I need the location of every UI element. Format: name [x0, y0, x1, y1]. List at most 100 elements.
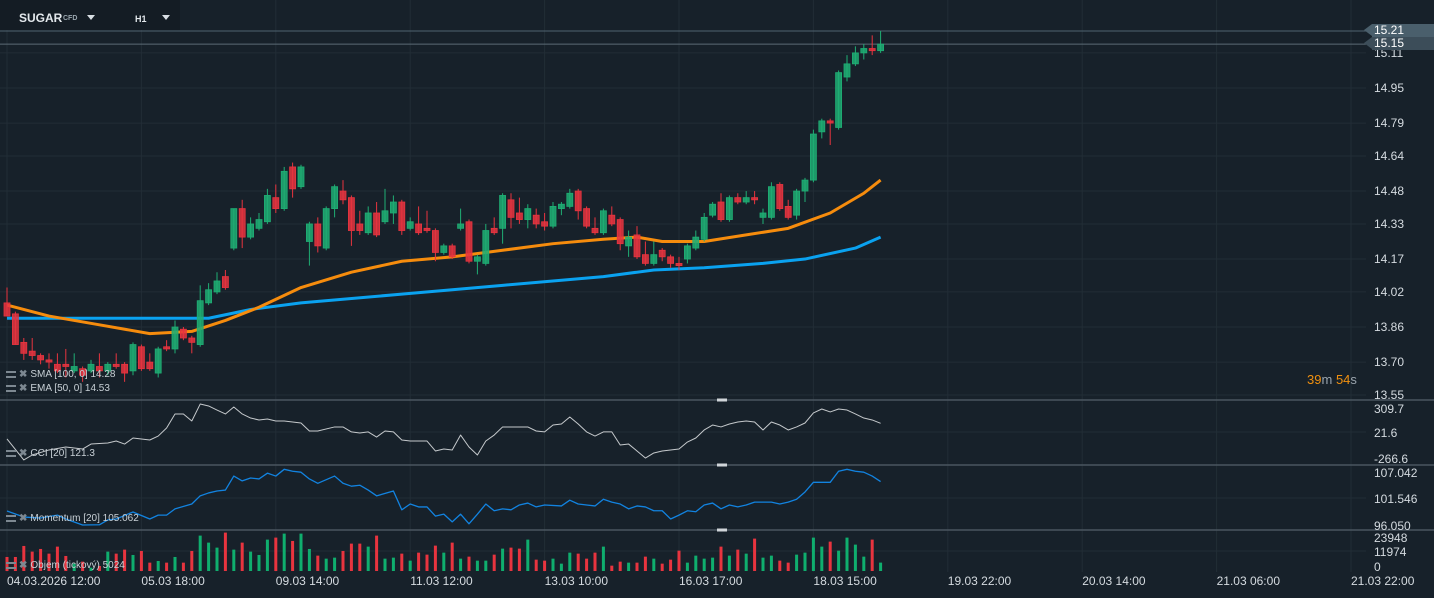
candle-up	[305, 223, 313, 242]
candle-up	[860, 48, 868, 54]
volume-bar	[450, 542, 454, 571]
candle-down	[79, 368, 86, 376]
cci-label: CCI	[30, 448, 48, 459]
candle-down	[121, 363, 128, 374]
candle-up	[457, 223, 465, 229]
countdown-s: s	[1350, 372, 1357, 387]
candle-down	[163, 346, 171, 350]
volume-bar	[593, 552, 597, 571]
timeframe-dropdown-icon[interactable]	[162, 15, 170, 20]
candle-up	[566, 192, 574, 207]
candle-up	[129, 344, 137, 372]
remove-icon[interactable]: ✖	[19, 369, 28, 380]
price-axis-label: 14.02	[1374, 284, 1405, 299]
volume-bar	[559, 563, 563, 571]
volume-bar	[870, 539, 874, 571]
volume-bar	[123, 549, 127, 571]
volume-bar	[72, 563, 76, 571]
oscillator-lines	[6, 403, 881, 526]
symbol-dropdown-icon[interactable]	[87, 15, 95, 20]
candle-up	[171, 326, 179, 350]
candle-down	[608, 214, 616, 225]
remove-icon[interactable]: ✖	[19, 560, 28, 571]
ask-price-badge: 15.21	[1364, 24, 1434, 37]
candle-up	[709, 203, 716, 216]
momentum-value: 105.062	[102, 513, 139, 524]
time-axis-label: 04.03.2026 12:00	[7, 574, 101, 588]
volume-bar	[853, 544, 857, 571]
candle-down	[616, 219, 624, 245]
volume-bar	[484, 560, 488, 571]
volume-bar	[509, 547, 513, 571]
panel-resize-handle[interactable]	[717, 528, 727, 532]
time-axis-label: 21.03 22:00	[1351, 574, 1415, 588]
volume-bar	[711, 557, 715, 571]
candle-down	[516, 212, 523, 220]
panel-resize-handle[interactable]	[717, 463, 727, 467]
candle-down	[717, 201, 725, 220]
volume-bar	[761, 557, 765, 571]
candle-down	[642, 254, 649, 264]
volume-bar	[727, 555, 731, 571]
cci-value: 121.3	[69, 448, 95, 459]
volume-bar	[786, 562, 790, 571]
candle-down	[62, 363, 70, 367]
volume-bar	[148, 562, 152, 571]
symbol-name[interactable]: SUGAR	[19, 11, 63, 25]
sma-label: SMA	[30, 369, 52, 380]
instrument-type: CFD	[63, 15, 78, 22]
candle-down	[112, 363, 120, 367]
volume-bar	[64, 555, 68, 571]
candle-down	[11, 313, 19, 345]
candle-down	[221, 276, 229, 288]
candle-up	[406, 221, 414, 229]
volume-bar	[198, 535, 202, 571]
volume-bar	[13, 556, 17, 571]
time-axis-label: 19.03 22:00	[947, 574, 1012, 588]
price-axis-label: 13.86	[1374, 320, 1405, 335]
legend-volume: ✖ Objem (tickový) 5024	[6, 560, 125, 571]
cci-axis-mid: 21.6	[1374, 426, 1398, 440]
settings-icon[interactable]	[6, 561, 16, 569]
remove-icon[interactable]: ✖	[19, 513, 28, 524]
settings-icon[interactable]	[6, 384, 16, 392]
volume-bar	[299, 533, 303, 571]
countdown-minutes: 39	[1307, 372, 1322, 387]
candle-up	[818, 120, 826, 133]
candle-up	[473, 256, 481, 262]
remove-icon[interactable]: ✖	[19, 448, 28, 459]
candle-up	[87, 363, 95, 372]
volume-bar	[47, 553, 51, 571]
ema-params: [50, 0]	[54, 383, 83, 394]
candle-up	[759, 212, 767, 218]
candle-up	[558, 203, 565, 209]
panel-separators[interactable]	[0, 398, 1434, 532]
price-axis-label: 14.79	[1374, 116, 1405, 131]
volume-bar	[55, 546, 59, 571]
settings-icon[interactable]	[6, 370, 16, 378]
candle-down	[54, 363, 61, 372]
volume-bar	[131, 554, 135, 571]
volume-bar	[492, 554, 496, 571]
countdown-m: m	[1321, 372, 1333, 387]
volume-bar	[643, 556, 647, 571]
candle-up	[600, 210, 607, 234]
volume-bar	[375, 535, 379, 571]
volume-bar	[568, 552, 572, 571]
volume-bar	[702, 558, 706, 571]
price-axis-label: 14.64	[1374, 148, 1405, 163]
volume-bar	[215, 547, 219, 571]
remove-icon[interactable]: ✖	[19, 383, 28, 394]
volume-bar	[845, 537, 849, 571]
volume-bar	[341, 550, 345, 571]
symbol-header: SUGAR CFD H1	[0, 0, 180, 30]
volume-bar	[291, 540, 295, 571]
settings-icon[interactable]	[6, 514, 16, 522]
panel-resize-handle[interactable]	[717, 398, 727, 402]
candle-down	[45, 359, 53, 363]
settings-icon[interactable]	[6, 449, 16, 457]
timeframe-select[interactable]: H1	[135, 14, 147, 24]
candle-down	[137, 346, 145, 370]
candle-up	[625, 236, 632, 247]
